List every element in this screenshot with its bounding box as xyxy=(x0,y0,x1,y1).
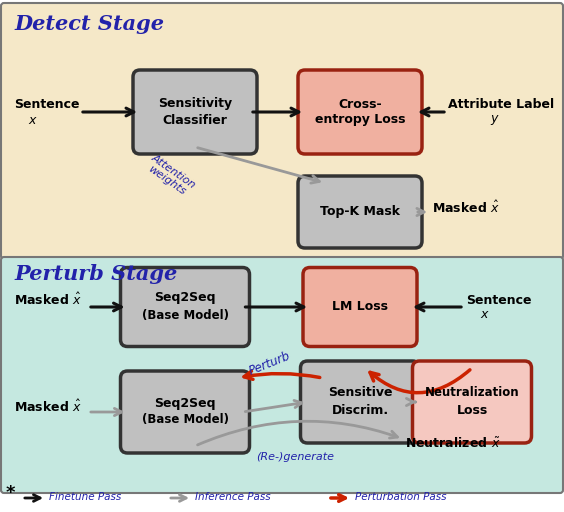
Text: Discrim.: Discrim. xyxy=(332,403,389,416)
FancyBboxPatch shape xyxy=(121,371,249,453)
Text: Masked $\hat{x}$: Masked $\hat{x}$ xyxy=(14,399,82,415)
Text: Attribute Label: Attribute Label xyxy=(448,97,554,111)
Text: Perturbation Pass: Perturbation Pass xyxy=(355,492,447,502)
Text: (Re-)generate: (Re-)generate xyxy=(256,452,334,462)
Text: (Base Model): (Base Model) xyxy=(142,309,228,322)
Text: $y$: $y$ xyxy=(490,113,500,127)
Text: $x$: $x$ xyxy=(480,309,490,322)
Text: Loss: Loss xyxy=(456,403,488,416)
FancyBboxPatch shape xyxy=(1,257,563,493)
Text: Masked $\hat{x}$: Masked $\hat{x}$ xyxy=(432,200,500,216)
Text: Masked $\hat{x}$: Masked $\hat{x}$ xyxy=(14,292,82,308)
Text: Inference Pass: Inference Pass xyxy=(195,492,271,502)
Text: Sentence: Sentence xyxy=(14,97,80,111)
Text: Attention
weights: Attention weights xyxy=(143,152,197,199)
Text: *: * xyxy=(6,484,15,502)
Text: Cross-: Cross- xyxy=(338,97,382,111)
Text: Seq2Seq: Seq2Seq xyxy=(154,291,216,305)
Text: Detect Stage: Detect Stage xyxy=(14,14,164,34)
Text: $x$: $x$ xyxy=(28,114,38,126)
FancyBboxPatch shape xyxy=(298,70,422,154)
Text: Neutralization: Neutralization xyxy=(425,387,519,399)
Text: Finetune Pass: Finetune Pass xyxy=(49,492,121,502)
Text: Neutralized $\tilde{x}$: Neutralized $\tilde{x}$ xyxy=(405,437,500,451)
Text: Seq2Seq: Seq2Seq xyxy=(154,396,216,410)
Text: entropy Loss: entropy Loss xyxy=(315,114,406,126)
Text: Perturb Stage: Perturb Stage xyxy=(14,264,177,284)
FancyBboxPatch shape xyxy=(1,3,563,259)
FancyBboxPatch shape xyxy=(121,267,249,347)
FancyBboxPatch shape xyxy=(412,361,531,443)
Text: LM Loss: LM Loss xyxy=(332,301,388,313)
FancyBboxPatch shape xyxy=(301,361,420,443)
FancyBboxPatch shape xyxy=(133,70,257,154)
FancyBboxPatch shape xyxy=(303,267,417,347)
Text: Classifier: Classifier xyxy=(162,114,227,126)
Text: (Base Model): (Base Model) xyxy=(142,414,228,426)
FancyBboxPatch shape xyxy=(298,176,422,248)
Text: Sentence: Sentence xyxy=(466,293,531,307)
Text: Sensitive: Sensitive xyxy=(328,387,392,399)
Text: Sensitivity: Sensitivity xyxy=(158,97,232,111)
Text: Perturb: Perturb xyxy=(247,350,293,378)
Text: Top-K Mask: Top-K Mask xyxy=(320,205,400,219)
